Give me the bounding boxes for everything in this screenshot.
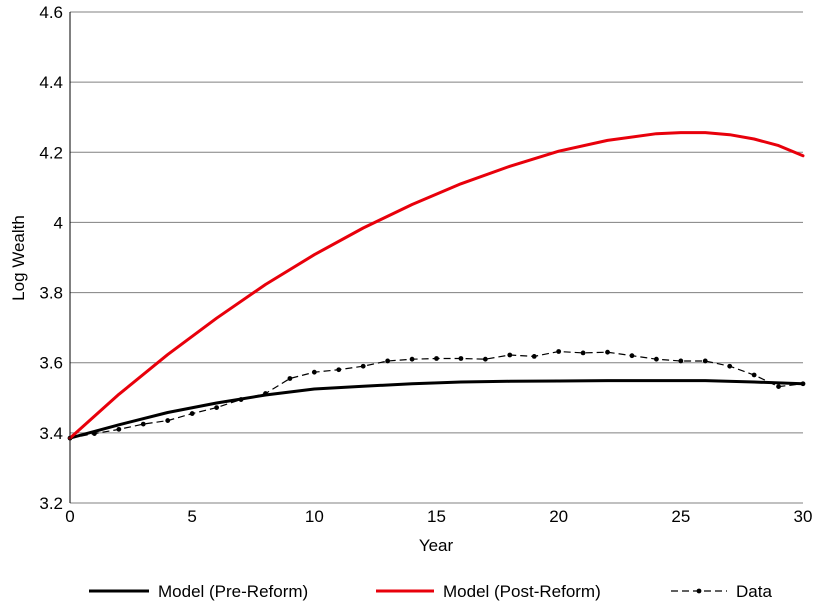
data-point-data [605,349,610,355]
x-axis-title: Year [419,536,454,555]
data-point-data [776,384,781,389]
data-point-data [507,352,513,358]
data-point-data [311,369,317,375]
y-tick-label: 3.4 [39,424,63,443]
x-tick-label: 20 [549,507,568,526]
y-tick-label: 3.2 [39,494,63,513]
data-point-data [800,381,806,387]
y-tick-label: 4.4 [39,73,63,92]
data-point-data [287,376,293,381]
y-tick-label: 3.6 [39,354,63,373]
x-tick-label: 15 [427,507,446,526]
data-point-data [385,358,391,364]
series-line-model-pre-reform [68,379,805,440]
legend: Model (Pre-Reform) Model (Post-Reform) Dat… [89,582,772,601]
x-tick-label: 30 [794,507,813,526]
x-tick-label: 0 [65,507,74,526]
data-point-data [214,405,220,411]
data-point-data [238,397,244,402]
data-point-data [92,431,97,436]
series-line-data [69,350,804,439]
data-point-data [727,363,733,369]
tick-labels: 3.2 3.4 3.6 3.8 4 4.2 4.4 4.6 0 5 10 15 20 25 30 [39,3,812,526]
data-point-data [751,372,757,378]
series-line-model-post-reform [68,131,805,440]
data-point-data [556,349,562,354]
y-tick-label: 4.6 [39,3,63,22]
legend-marker-data [696,588,702,594]
data-point-data [409,356,415,362]
data-point-data [116,426,122,432]
data-point-data [165,418,171,423]
data-point-data [482,356,488,362]
data-point-data [434,356,439,361]
y-axis-title: Log Wealth [9,215,28,301]
x-tick-label: 25 [671,507,690,526]
legend-label-data: Data [736,582,772,601]
data-point-data [654,356,659,362]
data-point-data [140,421,146,427]
data-point-data [580,350,586,356]
y-tick-label: 4 [54,213,63,232]
data-point-data [360,363,366,369]
data-point-data [702,358,708,364]
data-point-data [678,358,684,364]
y-tick-label: 4.2 [39,143,63,162]
legend-label-model-post-reform: Model (Post-Reform) [443,582,601,601]
data-point-data [263,391,268,396]
series-lines [67,131,806,441]
data-point-data [458,356,464,361]
data-point-data [336,367,342,373]
x-tick-label: 10 [305,507,324,526]
y-tick-label: 3.8 [39,284,63,303]
grid-lines [70,11,803,504]
data-point-data [531,354,537,359]
data-point-data [629,353,635,359]
x-tick-label: 5 [187,507,196,526]
legend-label-model-pre-reform: Model (Pre-Reform) [158,582,308,601]
data-point-data [189,411,195,416]
